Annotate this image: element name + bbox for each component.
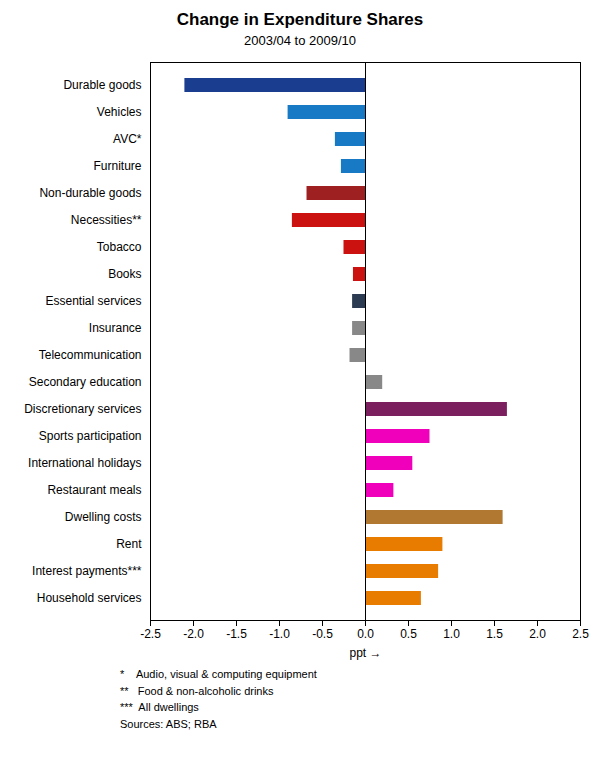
- svg-text:Dwelling costs: Dwelling costs: [65, 510, 142, 524]
- svg-text:2.0: 2.0: [529, 627, 546, 641]
- svg-text:Sports participation: Sports participation: [39, 429, 142, 443]
- svg-text:0.5: 0.5: [400, 627, 417, 641]
- svg-text:-1.5: -1.5: [226, 627, 247, 641]
- svg-text:Secondary education: Secondary education: [29, 375, 142, 389]
- svg-text:Interest payments***: Interest payments***: [32, 564, 142, 578]
- html-text:2003/04 to 2009/10: 2003/04 to 2009/10: [244, 33, 356, 48]
- svg-text:Telecommunication: Telecommunication: [39, 348, 142, 362]
- svg-text:1.0: 1.0: [443, 627, 460, 641]
- svg-text:Non-durable goods: Non-durable goods: [39, 186, 141, 200]
- svg-text:Insurance: Insurance: [89, 321, 142, 335]
- svg-text:1.5: 1.5: [486, 627, 503, 641]
- svg-text:International holidays: International holidays: [28, 456, 141, 470]
- svg-text:-2.0: -2.0: [183, 627, 204, 641]
- svg-text:Vehicles: Vehicles: [97, 105, 142, 119]
- svg-text:Discretionary services: Discretionary services: [24, 402, 141, 416]
- svg-text:-1.0: -1.0: [269, 627, 290, 641]
- html-text:* Audio, visual & computing eq: * Audio, visual & computing equipment **…: [120, 668, 317, 730]
- svg-text:Rent: Rent: [116, 537, 142, 551]
- svg-text:Restaurant meals: Restaurant meals: [47, 483, 141, 497]
- svg-text:-0.5: -0.5: [312, 627, 333, 641]
- svg-text:Durable goods: Durable goods: [63, 78, 141, 92]
- svg-text:Household services: Household services: [37, 591, 142, 605]
- svg-text:Furniture: Furniture: [93, 159, 141, 173]
- svg-text:AVC*: AVC*: [113, 132, 142, 146]
- svg-text:ppt →: ppt →: [349, 646, 381, 660]
- svg-text:2.5: 2.5: [572, 627, 589, 641]
- svg-text:-2.5: -2.5: [140, 627, 161, 641]
- svg-text:Necessities**: Necessities**: [71, 213, 142, 227]
- svg-text:Tobacco: Tobacco: [97, 240, 142, 254]
- svg-text:Essential services: Essential services: [45, 294, 141, 308]
- svg-text:0.0: 0.0: [357, 627, 374, 641]
- html-text:Change in Expenditure Shares: Change in Expenditure Shares: [176, 10, 424, 29]
- svg-text:Books: Books: [108, 267, 141, 281]
